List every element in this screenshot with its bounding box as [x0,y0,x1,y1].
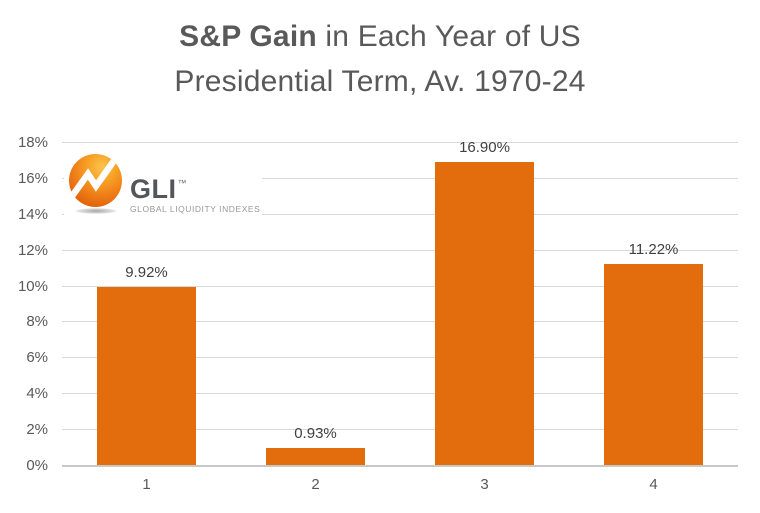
gridline [62,249,738,251]
y-axis-label: 16% [17,169,48,187]
bar [603,263,703,465]
gridline [62,429,738,431]
y-axis-label: 10% [17,277,48,295]
gridline [62,213,738,215]
gli-logo-tagline: GLOBAL LIQUIDITY INDEXES [130,204,261,214]
bar [96,287,196,465]
chart-title: S&P Gain in Each Year of US Presidential… [0,14,760,104]
gridline [62,177,738,179]
chart-title-line1: S&P Gain in Each Year of US [0,14,760,59]
bar-value-label: 11.22% [628,240,679,258]
x-axis-label: 2 [311,476,320,493]
gridline [62,285,738,287]
bar-value-label: 9.92% [125,264,168,281]
gli-sphere-icon [69,154,122,207]
x-axis-label: 3 [480,476,489,493]
y-axis-labels: 0% 2% 4% 6% 8% 10% 12% 14% 16% 18% [0,134,48,474]
y-axis-label: 0% [26,457,48,474]
y-axis-label: 12% [17,241,48,259]
x-axis-labels: 1 2 3 4 [62,476,738,500]
x-axis-label: 4 [649,476,658,493]
bar-value-label: 16.90% [459,138,510,156]
gli-logo-sphere-wrap [64,149,122,217]
bar [265,448,365,465]
chart-title-line2: Presidential Term, Av. 1970-24 [174,65,586,98]
gli-logo-shadow [75,208,117,214]
y-axis-label: 14% [17,205,48,223]
gridline [62,393,738,395]
x-axis-label: 1 [142,476,151,493]
y-axis-label: 6% [26,349,48,367]
gridline [62,321,738,323]
gli-logo-name-text: GLI [130,174,177,204]
y-axis-label: 8% [26,313,48,331]
chart-title-bold: S&P Gain [179,20,317,53]
zigzag-arrow-icon [69,154,121,201]
trademark-symbol: ™ [177,178,187,188]
gridline [62,142,738,143]
chart-title-rest: in Each Year of US [316,20,581,53]
bar [434,161,534,465]
gli-logo: GLI™ GLOBAL LIQUIDITY INDEXES [64,149,262,217]
plot-area: 9.92% 0.93% 16.90% 11.22% [62,138,738,467]
y-axis-label: 2% [26,421,48,439]
y-axis-label: 4% [26,385,48,403]
gridline [62,357,738,359]
gli-logo-name: GLI™ [130,172,260,203]
bar-value-label: 0.93% [294,425,337,443]
y-axis-label: 18% [17,134,48,151]
gli-logo-text: GLI™ GLOBAL LIQUIDITY INDEXES [122,149,261,215]
